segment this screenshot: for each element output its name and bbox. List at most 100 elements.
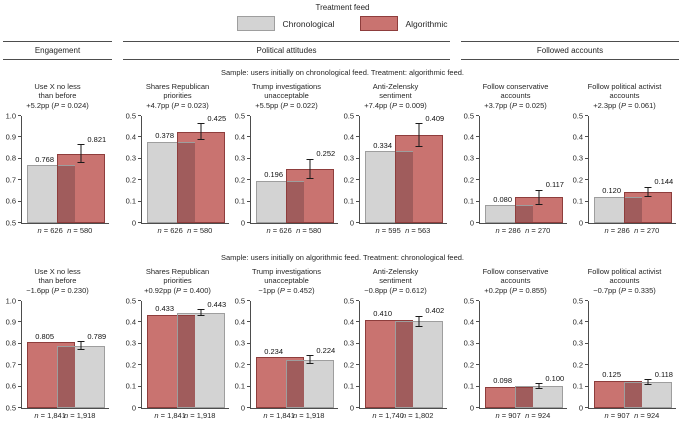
chart-plot-area: 0.5 0.4 0.3 0.2 0.1 0 0.234 0.224	[232, 297, 341, 411]
bar-value-label: 0.234	[264, 346, 283, 356]
y-tick-mark	[476, 364, 479, 366]
chart-title: Use X no less than before +5.2pp (P = 0.0…	[3, 82, 112, 113]
y-tick-mark	[476, 385, 479, 387]
chart-effect-label: +7.4pp (P = 0.009)	[364, 101, 427, 110]
bar-outline	[56, 345, 105, 408]
error-bar-cap	[644, 195, 652, 197]
error-bar-cap	[415, 145, 423, 147]
error-bar-cap	[415, 123, 423, 125]
y-tick-mark	[18, 300, 21, 301]
error-bar-cap	[644, 186, 652, 188]
sample-size-label: n = 286	[604, 225, 630, 235]
chart-effect-label: −1.6pp (P = 0.230)	[26, 286, 89, 295]
bar-value-label: 0.080	[493, 194, 512, 204]
y-tick-label: 0.6	[5, 196, 16, 206]
x-axis-labels: n = 626 n = 580	[250, 223, 337, 235]
y-tick-mark	[585, 385, 588, 387]
bar-value-label: 0.768	[35, 154, 54, 164]
y-tick-mark	[138, 222, 141, 223]
bar-value-label: 0.100	[545, 373, 565, 383]
chart-plot-area: 0.5 0.4 0.3 0.2 0.1 0 0.120 0.144	[570, 112, 679, 226]
chart-effect-label: −1pp (P = 0.452)	[258, 286, 315, 295]
y-tick-label: 0.4	[463, 317, 474, 327]
sample-size-label: n = 1,841	[34, 410, 66, 420]
y-tick-mark	[585, 179, 588, 181]
y-tick-mark	[138, 136, 141, 138]
y-tick-mark	[18, 407, 21, 408]
sample-size-label: n = 924	[634, 410, 660, 420]
y-tick-label: 0.8	[5, 153, 16, 163]
y-tick-label: 0.2	[343, 359, 354, 369]
chart-title: Anti-Zelensky sentiment −0.8pp (P = 0.612…	[341, 267, 450, 298]
y-tick-mark	[476, 222, 479, 223]
y-tick-label: 0	[469, 217, 474, 227]
y-tick-label: 0	[349, 402, 354, 412]
y-axis-labels: 0.5 0.4 0.3 0.2 0.1 0	[232, 112, 246, 226]
y-tick-mark	[247, 179, 250, 181]
chart-measure-label: Follow political activist accounts	[587, 81, 662, 101]
bars-overlap-region	[514, 205, 534, 223]
y-tick-label: 0.5	[125, 295, 136, 305]
y-axis-labels: 0.5 0.4 0.3 0.2 0.1 0	[341, 297, 355, 411]
y-tick-mark	[356, 407, 359, 408]
error-bar	[77, 144, 85, 164]
chart-effect-label: +5.5pp (P = 0.022)	[255, 101, 318, 110]
y-tick-label: 0.5	[463, 295, 474, 305]
sample-size-label: n = 1,841	[154, 410, 186, 420]
y-tick-label: 0.2	[343, 174, 354, 184]
error-bar	[77, 341, 85, 350]
bar-value-label: 0.120	[602, 186, 621, 196]
y-tick-mark	[356, 115, 359, 116]
y-tick-mark	[585, 136, 588, 138]
error-bar-line	[538, 383, 540, 390]
error-bar-cap	[306, 362, 314, 364]
bar-outline	[514, 386, 563, 408]
y-axis-labels: 0.5 0.4 0.3 0.2 0.1 0	[341, 112, 355, 226]
error-bar	[644, 379, 652, 386]
y-tick-label: 0.2	[572, 174, 583, 184]
y-tick-label: 0.4	[343, 132, 354, 142]
y-tick-mark	[476, 321, 479, 323]
error-bar-line	[200, 309, 202, 317]
legend-item-algorithmic: Algorithmic	[360, 16, 448, 31]
error-bar-cap	[197, 309, 205, 311]
y-tick-mark	[247, 342, 250, 344]
x-axis-labels: n = 1,841 n = 1,918	[21, 408, 108, 420]
sample-size-label: n = 1,740	[372, 410, 404, 420]
y-tick-mark	[476, 342, 479, 344]
y-tick-label: 0.3	[572, 153, 583, 163]
bar-outline	[285, 359, 334, 408]
y-tick-mark	[138, 157, 141, 159]
y-tick-label: 0.7	[5, 359, 16, 369]
chart-measure-label: Anti-Zelensky sentiment	[372, 81, 419, 101]
y-tick-label: 0.1	[234, 381, 245, 391]
y-tick-label: 0.3	[463, 338, 474, 348]
y-tick-label: 0.3	[125, 338, 136, 348]
bar-value-label: 0.125	[602, 370, 621, 380]
bar-value-label: 0.425	[207, 113, 227, 123]
chart-plot-area: 0.5 0.4 0.3 0.2 0.1 0 0.334 0.409	[341, 112, 450, 226]
error-bar-line	[418, 315, 420, 328]
y-tick-label: 0.1	[125, 196, 136, 206]
y-axis-labels: 0.5 0.4 0.3 0.2 0.1 0	[570, 112, 584, 226]
legend-items: Chronological Algorithmic	[237, 16, 448, 31]
y-axis-labels: 0.5 0.4 0.3 0.2 0.1 0	[570, 297, 584, 411]
y-tick-mark	[356, 364, 359, 366]
y-tick-mark	[247, 200, 250, 202]
y-tick-mark	[476, 157, 479, 159]
y-tick-mark	[356, 157, 359, 159]
sample-size-label: n = 1,918	[63, 410, 96, 420]
y-tick-mark	[138, 115, 141, 116]
y-axis-labels: 0.5 0.4 0.3 0.2 0.1 0	[461, 297, 475, 411]
y-tick-mark	[585, 364, 588, 366]
y-tick-mark	[138, 407, 141, 408]
y-tick-label: 0.5	[343, 110, 354, 120]
y-tick-mark	[18, 222, 21, 223]
sample-size-label: n = 270	[525, 225, 551, 235]
y-tick-label: 1.0	[5, 110, 16, 120]
chart-title: Use X no less than before −1.6pp (P = 0.2…	[3, 267, 112, 298]
y-tick-label: 0	[349, 217, 354, 227]
error-bar	[535, 383, 543, 390]
plot-box: 0.234 0.224	[247, 300, 338, 409]
charts-row-1: Use X no less than before +5.2pp (P = 0.0…	[0, 82, 685, 235]
